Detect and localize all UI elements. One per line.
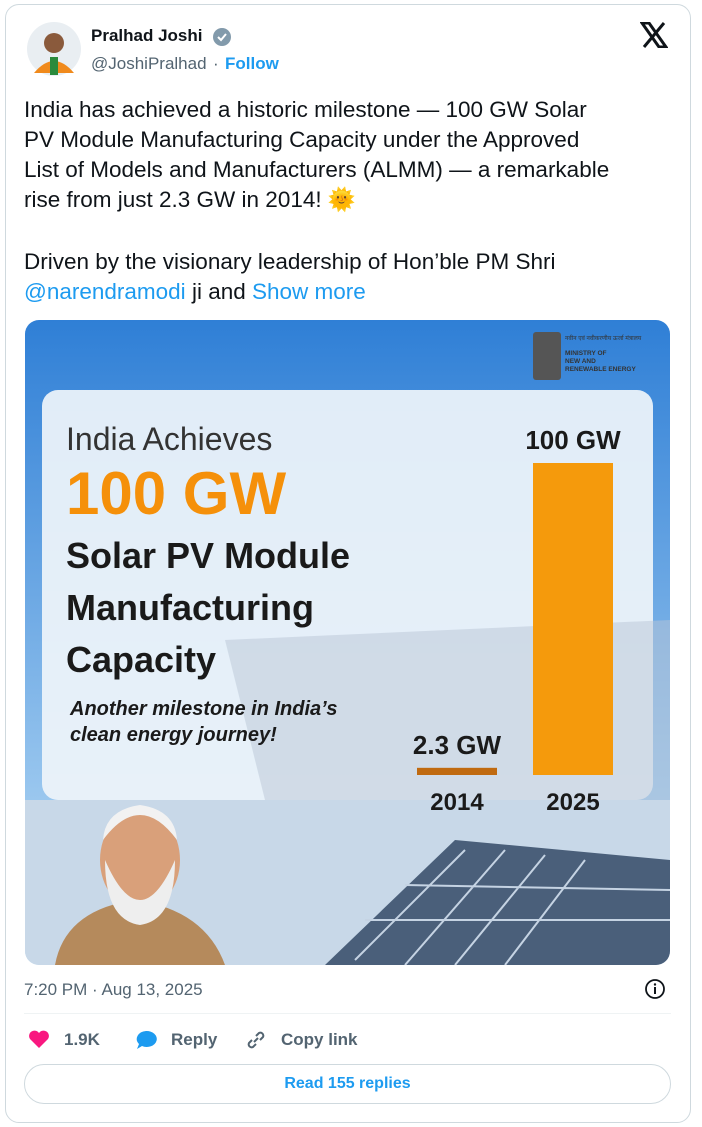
tweet-text: List of Models and Manufacturers (ALMM) … <box>24 157 610 182</box>
reply-button[interactable]: Reply <box>171 1030 218 1049</box>
highlight: 100 GW <box>66 460 286 527</box>
tweet-text-line: @narendramodi ji and Show more <box>24 279 366 305</box>
tweet-text: rise from just 2.3 GW in 2014! 🌞 <box>24 187 356 212</box>
show-more[interactable]: Show more <box>252 279 366 304</box>
bar-year-label: 2025 <box>546 789 599 816</box>
author-name[interactable]: Pralhad Joshi <box>91 26 203 45</box>
read-replies-button[interactable]: Read 155 replies <box>24 1064 671 1104</box>
panel-grid <box>354 849 670 965</box>
x-logo[interactable] <box>640 22 668 48</box>
tweet-text: India has achieved a historic milestone … <box>24 97 587 122</box>
ministry-text: MINISTRY OF <box>565 350 607 357</box>
copy-link[interactable]: Copy link <box>281 1030 358 1049</box>
info-icon[interactable] <box>644 978 666 1000</box>
follow-button[interactable]: Follow <box>225 54 279 73</box>
mention[interactable]: @narendramodi <box>24 279 186 304</box>
title-line: Manufacturing <box>66 587 314 628</box>
bar <box>417 767 497 775</box>
emblem <box>533 332 561 380</box>
reply-icon[interactable] <box>134 1029 158 1051</box>
tagline: clean energy journey! <box>70 724 277 746</box>
tweet-image[interactable]: नवीन एवं नवीकरणीय ऊर्जा मंत्रालय MINISTR… <box>25 320 670 965</box>
tweet-card <box>5 4 691 1123</box>
ministry-hindi: नवीन एवं नवीकरणीय ऊर्जा मंत्रालय <box>565 334 642 342</box>
bar-year-label: 2014 <box>430 789 484 816</box>
tweet-text: ji and <box>191 279 246 304</box>
person <box>55 900 225 965</box>
verified-badge <box>213 28 231 46</box>
link-icon[interactable] <box>244 1028 268 1052</box>
title-line: Capacity <box>66 639 216 680</box>
person-hair <box>103 805 177 840</box>
timestamp[interactable]: 7:20 PM · Aug 13, 2025 <box>24 980 203 999</box>
divider <box>24 1013 671 1014</box>
tweet-text: PV Module Manufacturing Capacity under t… <box>24 127 580 152</box>
like-icon[interactable] <box>28 1029 50 1049</box>
tagline: Another milestone in India’s <box>69 698 337 720</box>
ministry-text: NEW AND <box>565 358 596 365</box>
bar-value-label: 100 GW <box>525 425 621 455</box>
bar <box>533 463 613 775</box>
heading: India Achieves <box>66 421 272 457</box>
person-face <box>100 810 180 910</box>
tweet-text: Driven by the visionary leadership of Ho… <box>24 249 556 274</box>
like-count[interactable]: 1.9K <box>64 1030 100 1049</box>
person-beard <box>105 860 175 925</box>
solar-panel <box>325 840 670 965</box>
ministry-text: RENEWABLE ENERGY <box>565 366 636 373</box>
avatar[interactable] <box>26 21 82 77</box>
title-line: Solar PV Module <box>66 535 350 576</box>
separator: · <box>213 54 219 73</box>
author-handle[interactable]: @JoshiPralhad <box>91 54 207 73</box>
bar-value-label: 2.3 GW <box>413 730 502 760</box>
